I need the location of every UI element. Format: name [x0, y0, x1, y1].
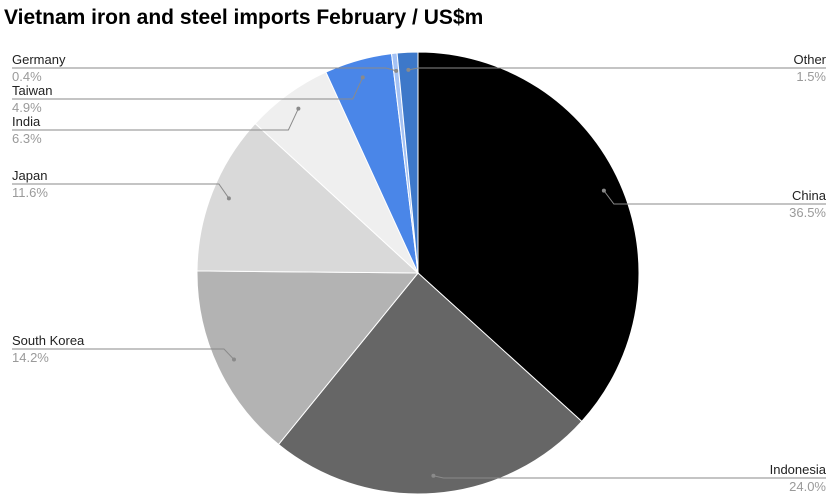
label-name-taiwan: Taiwan	[12, 83, 52, 98]
chart-title: Vietnam iron and steel imports February …	[4, 6, 484, 29]
label-percent-taiwan: 4.9%	[12, 100, 42, 115]
leader-dot-taiwan	[360, 75, 365, 80]
leader-line-japan	[12, 183, 230, 199]
leader-dot-japan	[226, 196, 231, 201]
leader-dot-india	[296, 106, 301, 111]
label-name-china: China	[792, 188, 827, 203]
leader-dot-germany	[394, 68, 399, 73]
leader-lines-layer	[12, 67, 826, 479]
label-percent-south-korea: 14.2%	[12, 350, 49, 365]
leader-dot-south-korea	[231, 357, 236, 362]
label-percent-india: 6.3%	[12, 131, 42, 146]
slices-layer	[196, 51, 640, 495]
slice-japan	[196, 122, 420, 274]
leader-dot-china	[601, 188, 606, 193]
leader-dot-indonesia	[431, 473, 436, 478]
leader-line-indonesia	[433, 475, 826, 479]
leader-line-other	[408, 67, 826, 71]
label-percent-china: 36.5%	[789, 205, 826, 220]
label-name-south-korea: South Korea	[12, 333, 85, 348]
label-percent-other: 1.5%	[796, 69, 826, 84]
label-name-indonesia: Indonesia	[770, 462, 827, 477]
leader-line-south-korea	[12, 348, 235, 360]
slice-south-korea	[196, 270, 420, 446]
leader-line-germany	[12, 67, 397, 72]
label-name-other: Other	[793, 52, 826, 67]
label-percent-indonesia: 24.0%	[789, 479, 826, 494]
label-name-japan: Japan	[12, 168, 47, 183]
label-percent-germany: 0.4%	[12, 69, 42, 84]
leader-dot-other	[406, 67, 411, 72]
leader-line-taiwan	[12, 77, 364, 100]
leader-line-china	[603, 190, 826, 205]
leader-line-india	[12, 108, 299, 131]
slice-indonesia	[277, 272, 583, 495]
slice-china	[417, 51, 640, 423]
label-name-germany: Germany	[12, 52, 66, 67]
slice-other	[396, 51, 419, 274]
labels-layer: China 36.5% Indonesia 24.0% South Korea 14.2%…	[12, 52, 827, 494]
label-percent-japan: 11.6%	[12, 185, 48, 200]
label-name-india: India	[12, 114, 41, 129]
